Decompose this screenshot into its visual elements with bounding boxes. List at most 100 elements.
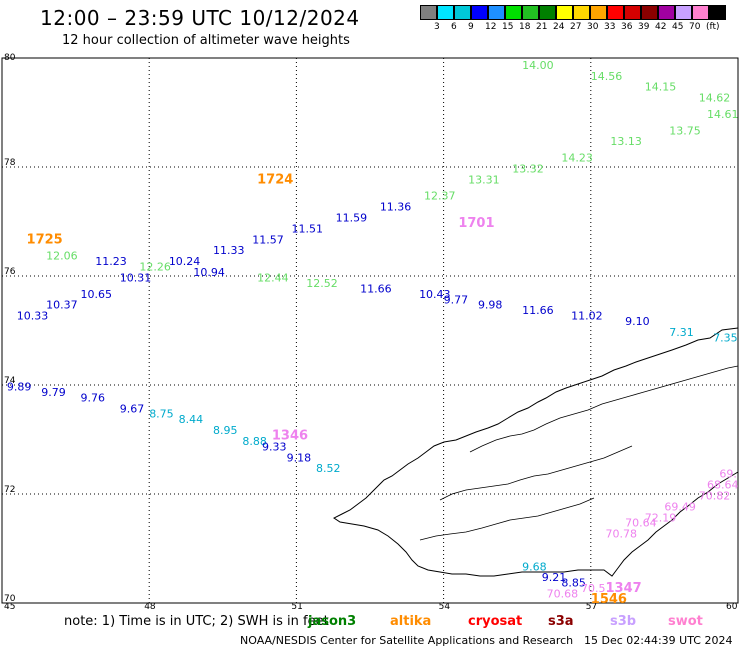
pass-time-label: 1346	[272, 429, 308, 444]
scale-swatch	[607, 5, 624, 20]
lat-tick-label: 80	[4, 53, 16, 63]
scale-label: 24	[553, 22, 565, 32]
pass-time-label: 1725	[27, 232, 63, 247]
wave-height-value: 70.64	[625, 517, 657, 530]
wave-height-value: 9.68	[522, 560, 547, 573]
lon-tick-label: 54	[439, 602, 451, 612]
scale-label: 9	[468, 22, 474, 32]
lon-tick-label: 48	[144, 602, 156, 612]
page-subtitle: 12 hour collection of altimeter wave hei…	[62, 33, 350, 48]
scale-swatch	[454, 5, 471, 20]
satellite-legend-item: s3b	[610, 614, 637, 629]
scale-swatch	[522, 5, 539, 20]
wave-height-value: 14.61	[707, 108, 739, 121]
observation-values: 14.00 14.56 14.15 14.62 14.61 13.75 13.13 14.23…	[7, 59, 739, 601]
wave-height-value: 11.33	[213, 244, 245, 257]
wave-height-value: 70.5	[581, 582, 606, 595]
coastline	[333, 327, 739, 577]
wave-height-value: 14.15	[645, 81, 677, 94]
pass-time-label: 1347	[606, 581, 642, 596]
wave-height-value: 9.21	[542, 571, 567, 584]
wave-height-value: 8.88	[242, 435, 267, 448]
pass-time-label: 1546	[591, 592, 627, 607]
satellite-legend-item: altika	[390, 614, 432, 629]
wave-height-value: 10.94	[193, 266, 225, 279]
scale-swatch	[590, 5, 607, 20]
wave-height-value: 11.36	[380, 201, 412, 214]
scale-swatch	[709, 5, 726, 20]
lat-tick-label: 78	[4, 158, 16, 168]
wave-height-value: 11.66	[360, 282, 392, 295]
scale-swatch	[641, 5, 658, 20]
scale-swatch	[675, 5, 692, 20]
wave-height-value: 14.62	[699, 92, 731, 105]
wave-height-value: 13.75	[669, 124, 701, 137]
wave-height-value: 9.76	[81, 391, 106, 404]
page-title: 12:00 – 23:59 UTC 10/12/2024	[40, 6, 360, 30]
wave-height-value: 69.49	[664, 500, 696, 513]
scale-swatch	[624, 5, 641, 20]
footer-timestamp: 15 Dec 02:44:39 UTC 2024	[584, 634, 733, 647]
pass-time-label: 1701	[458, 216, 494, 231]
lat-tick-label: 70	[4, 594, 16, 604]
wave-height-value: 14.23	[561, 152, 593, 165]
wave-height-value: 14.00	[522, 59, 554, 72]
wave-height-value: 9.67	[120, 402, 145, 415]
coastline-detail	[419, 365, 739, 541]
scale-label: 45	[672, 22, 684, 32]
wave-height-value: 10.24	[169, 255, 201, 268]
wave-height-value: 11.51	[291, 222, 323, 235]
wave-height-value: 12.37	[424, 190, 456, 203]
wave-height-value: 12.26	[139, 261, 171, 274]
satellite-legend-item: jason3	[308, 614, 357, 629]
wave-height-value: 10.43	[419, 288, 451, 301]
scale-swatch	[658, 5, 675, 20]
wave-height-value: 13.13	[610, 135, 642, 148]
satellite-legend-item: cryosat	[468, 614, 523, 629]
scale-swatch	[471, 5, 488, 20]
wave-height-value: 11.23	[95, 255, 127, 268]
scale-label: 21	[536, 22, 548, 32]
wave-height-value: 9.18	[287, 451, 312, 464]
wave-height-value: 8.95	[213, 424, 238, 437]
wave-height-value: 10.65	[81, 288, 113, 301]
scale-label: 70	[689, 22, 701, 32]
wave-height-value: 10.31	[120, 271, 152, 284]
scale-swatch	[437, 5, 454, 20]
scale-label: 18	[519, 22, 531, 32]
scale-label: 33	[604, 22, 616, 32]
wave-height-value: 12.52	[306, 277, 338, 290]
wave-height-value: 7.35	[713, 331, 738, 344]
wave-height-value: 9.79	[41, 386, 66, 399]
wave-height-value: 69.	[719, 468, 737, 481]
note-bar: note: 1) Time is in UTC; 2) SWH is in fe…	[64, 614, 329, 629]
wave-height-value: 10.37	[46, 299, 78, 312]
wave-height-value: 8.44	[179, 413, 204, 426]
wave-height-value: 8.75	[149, 408, 174, 421]
scale-swatch	[556, 5, 573, 20]
wave-height-value: 12.44	[257, 271, 289, 284]
scale-label: 6	[451, 22, 457, 32]
map-frame	[1, 57, 739, 604]
wave-height-value: 9.33	[262, 440, 287, 453]
wave-height-value: 9.10	[625, 315, 650, 328]
scale-swatch	[692, 5, 709, 20]
wave-height-value: 11.66	[522, 304, 554, 317]
scale-label: 15	[502, 22, 514, 32]
wave-height-value: 9.89	[7, 380, 32, 393]
scale-label: 3	[434, 22, 440, 32]
wave-height-value: 8.85	[561, 577, 586, 590]
footer-credit: NOAA/NESDIS Center for Satellite Applica…	[240, 634, 574, 647]
scale-label: 12	[485, 22, 497, 32]
scale-label: 27	[570, 22, 582, 32]
lon-tick-label: 45	[4, 602, 15, 612]
wave-height-value: 70.78	[606, 528, 638, 541]
satellite-legend-item: swot	[668, 614, 703, 629]
scale-label: (ft)	[706, 22, 720, 32]
wave-height-value: 7.31	[669, 326, 694, 339]
lon-tick-label: 60	[726, 602, 738, 612]
wave-height-value: 10.33	[17, 310, 49, 323]
note-text: note: 1) Time is in UTC; 2) SWH is in fe…	[64, 614, 329, 629]
